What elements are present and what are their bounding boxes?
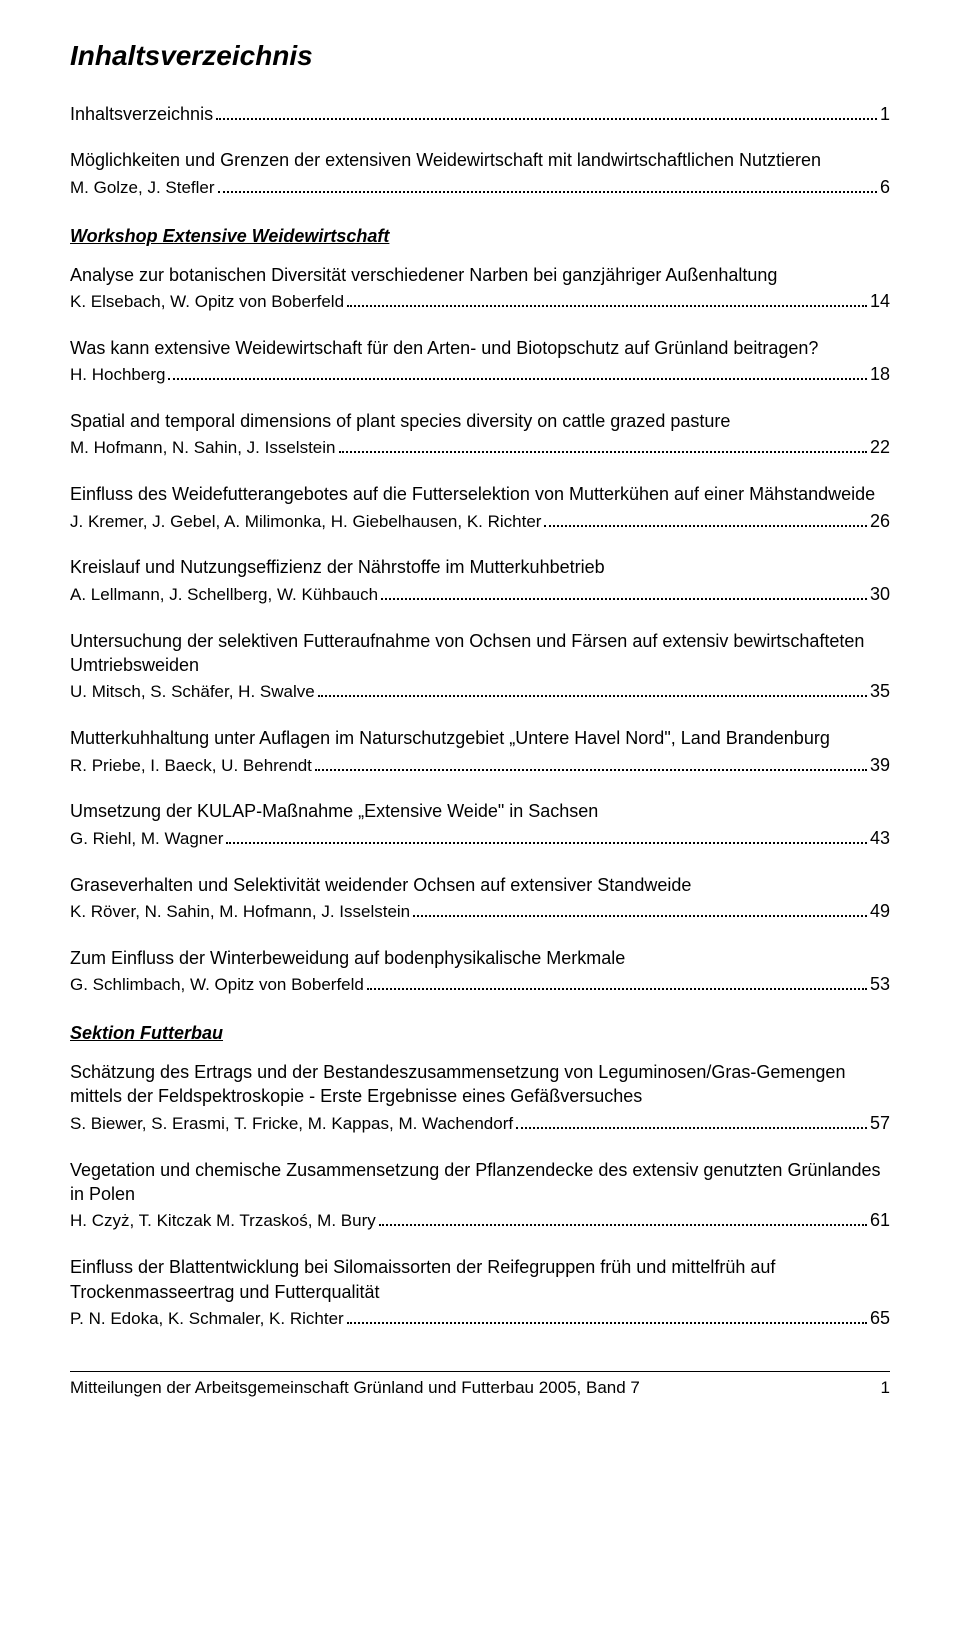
toc-entry-label: Inhaltsverzeichnis xyxy=(70,102,213,126)
toc-entry-line: K. Röver, N. Sahin, M. Hofmann, J. Issel… xyxy=(70,899,890,924)
toc-entry-page: 14 xyxy=(870,289,890,313)
toc-entry-page: 30 xyxy=(870,582,890,606)
toc-entry-line: S. Biewer, S. Erasmi, T. Fricke, M. Kapp… xyxy=(70,1111,890,1136)
toc-leader-dots xyxy=(218,191,877,193)
toc-entry-line: R. Priebe, I. Baeck, U. Behrendt 39 xyxy=(70,753,890,778)
toc-leader-dots xyxy=(347,305,867,307)
toc-entry-page: 61 xyxy=(870,1208,890,1232)
toc-entry-title: Spatial and temporal dimensions of plant… xyxy=(70,409,890,433)
footer-page-number: 1 xyxy=(881,1378,890,1398)
toc-entry-authors: H. Hochberg xyxy=(70,364,165,387)
toc-entry-line: M. Hofmann, N. Sahin, J. Isselstein 22 xyxy=(70,435,890,460)
toc-entry-title: Kreislauf und Nutzungseffizienz der Nähr… xyxy=(70,555,890,579)
toc-entry-line: Inhaltsverzeichnis 1 xyxy=(70,102,890,126)
toc-entry-authors: M. Golze, J. Stefler xyxy=(70,177,215,200)
toc-entry: Spatial and temporal dimensions of plant… xyxy=(70,409,890,460)
toc-entry-page: 18 xyxy=(870,362,890,386)
toc-entry-authors: R. Priebe, I. Baeck, U. Behrendt xyxy=(70,755,312,778)
toc-entry-page: 39 xyxy=(870,753,890,777)
toc-entry-title: Analyse zur botanischen Diversität versc… xyxy=(70,263,890,287)
toc-entry-title: Einfluss der Blattentwicklung bei Siloma… xyxy=(70,1255,890,1304)
toc-entry-authors: U. Mitsch, S. Schäfer, H. Swalve xyxy=(70,681,315,704)
toc-entry-title: Was kann extensive Weidewirtschaft für d… xyxy=(70,336,890,360)
toc-entry-title: Mutterkuhhaltung unter Auflagen im Natur… xyxy=(70,726,890,750)
toc-entry-line: K. Elsebach, W. Opitz von Boberfeld 14 xyxy=(70,289,890,314)
toc-container: Inhaltsverzeichnis 1 Möglichkeiten und Gr… xyxy=(70,102,890,1331)
toc-entry-line: H. Czyż, T. Kitczak M. Trzaskoś, M. Bury… xyxy=(70,1208,890,1233)
toc-entry-page: 1 xyxy=(880,102,890,126)
toc-entry: Umsetzung der KULAP-Maßnahme „Extensive … xyxy=(70,799,890,850)
toc-entry-page: 26 xyxy=(870,509,890,533)
page-footer: Mitteilungen der Arbeitsgemeinschaft Grü… xyxy=(70,1371,890,1398)
toc-entry-line: P. N. Edoka, K. Schmaler, K. Richter 65 xyxy=(70,1306,890,1331)
toc-entry-authors: K. Elsebach, W. Opitz von Boberfeld xyxy=(70,291,344,314)
toc-entry-page: 49 xyxy=(870,899,890,923)
toc-entry: Einfluss der Blattentwicklung bei Siloma… xyxy=(70,1255,890,1331)
toc-entry-line: G. Schlimbach, W. Opitz von Boberfeld 53 xyxy=(70,972,890,997)
toc-entry-title: Zum Einfluss der Winterbeweidung auf bod… xyxy=(70,946,890,970)
toc-entry-title: Möglichkeiten und Grenzen der extensiven… xyxy=(70,148,890,172)
toc-entry-page: 53 xyxy=(870,972,890,996)
toc-entry: Inhaltsverzeichnis 1 xyxy=(70,102,890,126)
section-heading: Workshop Extensive Weidewirtschaft xyxy=(70,226,890,247)
page-title: Inhaltsverzeichnis xyxy=(70,40,890,72)
toc-leader-dots xyxy=(315,769,867,771)
toc-leader-dots xyxy=(544,525,867,527)
toc-entry-page: 6 xyxy=(880,175,890,199)
toc-leader-dots xyxy=(226,842,867,844)
toc-leader-dots xyxy=(381,598,867,600)
toc-entry: Mutterkuhhaltung unter Auflagen im Natur… xyxy=(70,726,890,777)
toc-entry-title: Einfluss des Weidefutterangebotes auf di… xyxy=(70,482,890,506)
toc-leader-dots xyxy=(168,378,867,380)
page: Inhaltsverzeichnis Inhaltsverzeichnis 1 M… xyxy=(0,0,960,1637)
toc-entry-page: 43 xyxy=(870,826,890,850)
toc-entry-authors: G. Schlimbach, W. Opitz von Boberfeld xyxy=(70,974,364,997)
toc-entry: Zum Einfluss der Winterbeweidung auf bod… xyxy=(70,946,890,997)
toc-entry: Kreislauf und Nutzungseffizienz der Nähr… xyxy=(70,555,890,606)
toc-entry-page: 57 xyxy=(870,1111,890,1135)
toc-entry-line: A. Lellmann, J. Schellberg, W. Kühbauch … xyxy=(70,582,890,607)
toc-entry-line: G. Riehl, M. Wagner 43 xyxy=(70,826,890,851)
toc-leader-dots xyxy=(413,915,867,917)
toc-entry-title: Umsetzung der KULAP-Maßnahme „Extensive … xyxy=(70,799,890,823)
toc-entry-title: Vegetation und chemische Zusammensetzung… xyxy=(70,1158,890,1207)
toc-entry-page: 35 xyxy=(870,679,890,703)
toc-leader-dots xyxy=(347,1322,867,1324)
toc-entry: Schätzung des Ertrags und der Bestandesz… xyxy=(70,1060,890,1136)
toc-entry-line: J. Kremer, J. Gebel, A. Milimonka, H. Gi… xyxy=(70,509,890,534)
toc-entry: Was kann extensive Weidewirtschaft für d… xyxy=(70,336,890,387)
toc-entry-authors: G. Riehl, M. Wagner xyxy=(70,828,223,851)
toc-leader-dots xyxy=(367,988,867,990)
toc-entry-title: Schätzung des Ertrags und der Bestandesz… xyxy=(70,1060,890,1109)
toc-entry-title: Untersuchung der selektiven Futteraufnah… xyxy=(70,629,890,678)
toc-leader-dots xyxy=(318,695,867,697)
toc-entry: Untersuchung der selektiven Futteraufnah… xyxy=(70,629,890,705)
toc-entry-line: H. Hochberg 18 xyxy=(70,362,890,387)
footer-publication: Mitteilungen der Arbeitsgemeinschaft Grü… xyxy=(70,1378,640,1398)
toc-entry-line: U. Mitsch, S. Schäfer, H. Swalve 35 xyxy=(70,679,890,704)
toc-leader-dots xyxy=(379,1224,867,1226)
toc-entry-authors: A. Lellmann, J. Schellberg, W. Kühbauch xyxy=(70,584,378,607)
toc-entry-authors: H. Czyż, T. Kitczak M. Trzaskoś, M. Bury xyxy=(70,1210,376,1233)
toc-entry-title: Graseverhalten und Selektivität weidende… xyxy=(70,873,890,897)
toc-entry: Graseverhalten und Selektivität weidende… xyxy=(70,873,890,924)
toc-entry-authors: S. Biewer, S. Erasmi, T. Fricke, M. Kapp… xyxy=(70,1113,513,1136)
section-heading: Sektion Futterbau xyxy=(70,1023,890,1044)
toc-leader-dots xyxy=(339,451,867,453)
toc-entry-authors: P. N. Edoka, K. Schmaler, K. Richter xyxy=(70,1308,344,1331)
toc-entry-line: M. Golze, J. Stefler 6 xyxy=(70,175,890,200)
toc-entry-page: 22 xyxy=(870,435,890,459)
toc-entry: Einfluss des Weidefutterangebotes auf di… xyxy=(70,482,890,533)
toc-leader-dots xyxy=(216,118,877,120)
toc-entry-authors: K. Röver, N. Sahin, M. Hofmann, J. Issel… xyxy=(70,901,410,924)
toc-entry-authors: M. Hofmann, N. Sahin, J. Isselstein xyxy=(70,437,336,460)
toc-entry: Möglichkeiten und Grenzen der extensiven… xyxy=(70,148,890,199)
toc-entry: Vegetation und chemische Zusammensetzung… xyxy=(70,1158,890,1234)
toc-leader-dots xyxy=(516,1127,867,1129)
toc-entry: Analyse zur botanischen Diversität versc… xyxy=(70,263,890,314)
toc-entry-page: 65 xyxy=(870,1306,890,1330)
toc-entry-authors: J. Kremer, J. Gebel, A. Milimonka, H. Gi… xyxy=(70,511,541,534)
